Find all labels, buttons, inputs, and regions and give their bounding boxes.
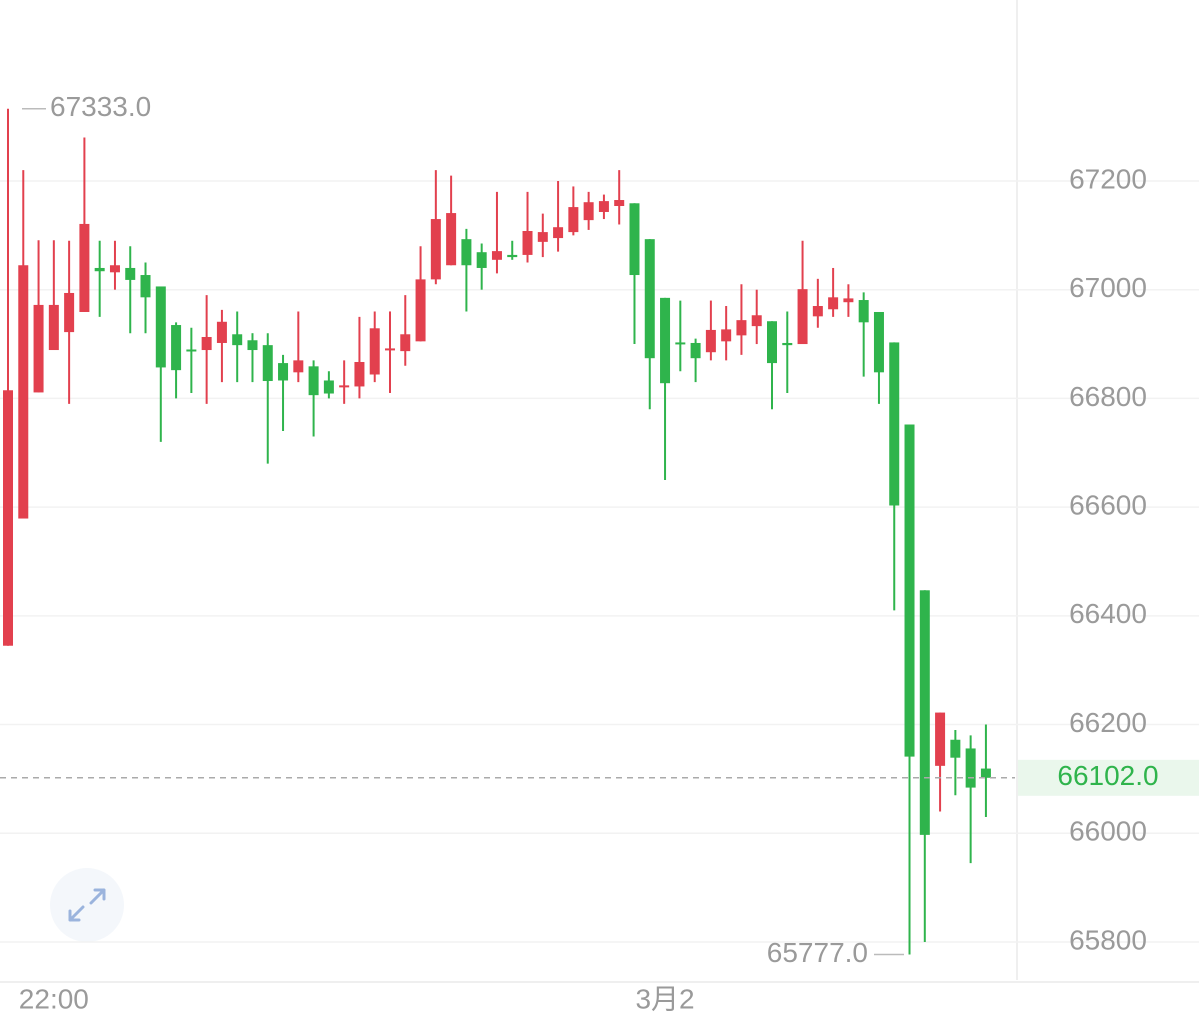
candle-body: [660, 297, 671, 384]
candle-body: [491, 251, 502, 260]
candle-body: [94, 267, 105, 272]
expand-icon: [68, 888, 106, 922]
x-tick-label: 3月2: [635, 983, 694, 1014]
candle-body: [828, 297, 839, 310]
candle-body: [568, 207, 579, 233]
y-tick-label: 66000: [1069, 816, 1147, 847]
candle-body: [904, 424, 915, 757]
candle-body: [919, 590, 930, 835]
candle-body: [400, 334, 411, 352]
candle-body: [629, 203, 640, 276]
max-label: 67333.0: [50, 91, 151, 122]
candle-body: [980, 768, 991, 778]
candle-body: [767, 321, 777, 364]
candle-body: [3, 390, 13, 646]
candle-body: [614, 200, 625, 207]
candle-body: [339, 385, 350, 388]
candle-body: [385, 348, 395, 351]
candle-body: [171, 325, 182, 371]
candle-body: [873, 311, 884, 373]
candle-body: [935, 712, 946, 766]
candle-body: [736, 320, 747, 336]
candle-body: [354, 361, 365, 387]
last-price-bg: [1018, 759, 1199, 796]
candle-body: [751, 315, 762, 327]
candle-body: [812, 306, 823, 317]
candle-body: [186, 349, 197, 352]
expand-bg: [50, 868, 124, 942]
candle-body: [889, 342, 900, 506]
y-tick-label: 66400: [1069, 598, 1147, 629]
min-label: 65777.0: [767, 937, 868, 968]
candle-body: [216, 321, 227, 343]
candle-body: [247, 340, 258, 351]
candle-body: [232, 334, 243, 346]
candle-body: [262, 345, 273, 382]
candle-body: [18, 265, 29, 519]
last-price-label: 66102.0: [1057, 760, 1158, 791]
candle-body: [446, 213, 457, 266]
candle-body: [79, 223, 90, 312]
candle-body: [583, 202, 594, 221]
candle-body: [308, 366, 319, 396]
y-tick-label: 66200: [1069, 707, 1147, 738]
candle-body: [48, 304, 59, 351]
y-tick-label: 66800: [1069, 381, 1147, 412]
y-tick-label: 65800: [1069, 924, 1147, 955]
y-tick-label: 67000: [1069, 272, 1147, 303]
y-tick-label: 66600: [1069, 490, 1147, 521]
candle-body: [109, 265, 120, 273]
candle-body: [323, 380, 334, 394]
candle-body: [125, 267, 136, 280]
candle-body: [430, 219, 441, 280]
candle-body: [797, 289, 808, 345]
candle-body: [201, 336, 212, 351]
candle-body: [950, 739, 961, 758]
candle-body: [155, 286, 166, 368]
candle-body: [140, 275, 151, 298]
candle-body: [369, 328, 380, 375]
candle-body: [644, 239, 655, 359]
y-tick-label: 67200: [1069, 163, 1147, 194]
candle-body: [507, 254, 518, 258]
candle-body: [675, 342, 686, 345]
candle-body: [705, 329, 716, 353]
candle-body: [965, 748, 976, 788]
x-tick-label: 22:00: [19, 983, 89, 1014]
candle-body: [33, 304, 44, 393]
candle-body: [522, 231, 533, 255]
candle-body: [690, 342, 701, 359]
candle-body: [598, 201, 609, 212]
candle-body: [64, 292, 75, 333]
candle-body: [721, 329, 732, 342]
candle-body: [858, 300, 869, 323]
candle-body: [782, 342, 793, 346]
expand-button[interactable]: [50, 868, 124, 942]
candle-body: [278, 363, 289, 381]
candle-body: [293, 360, 304, 373]
candle-body: [461, 239, 472, 266]
candle-body: [415, 279, 426, 342]
candle-body: [553, 227, 564, 239]
candle-body: [476, 252, 487, 268]
candle-body: [537, 232, 548, 242]
candle-body: [843, 298, 854, 303]
